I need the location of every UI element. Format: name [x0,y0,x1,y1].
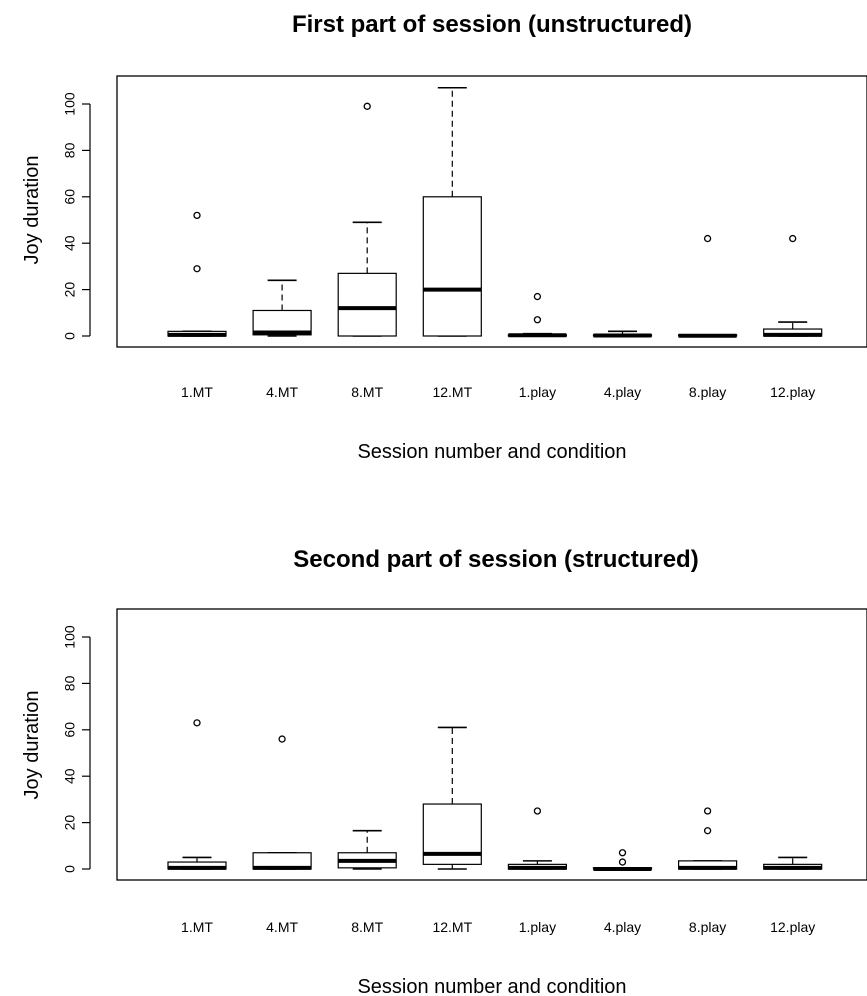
box-12.play [763,234,823,337]
y-tick-label: 100 [62,625,78,649]
y-tick-label: 40 [62,768,78,784]
y-tick-label: 0 [62,865,78,873]
y-tick-label: 0 [62,332,78,340]
x-tick-label: 12.MT [432,384,472,400]
box-8.play [677,807,738,870]
y-tick-label: 80 [62,675,78,691]
box-12.MT [422,86,482,337]
x-tick-label: 8.play [689,919,726,935]
box-4.MT [252,279,312,337]
outlier-point [193,265,201,273]
box-1.MT [167,211,227,337]
x-tick-label: 4.MT [266,384,298,400]
x-tick-label: 8.play [689,384,726,400]
box-group-second [167,719,823,871]
box-4.play [592,330,653,338]
outlier-point [193,211,201,220]
y-axis-label-first: Joy duration [21,156,43,265]
x-tick-label: 4.play [604,919,641,935]
outlier-point [533,807,542,815]
y-tick-label: 20 [62,815,78,831]
x-tick-label: 12.play [770,919,815,935]
y-tick-label: 40 [62,235,78,251]
y-tick-label: 20 [62,282,78,298]
panel-first-part: First part of session (unstructured) Joy… [21,11,867,463]
outlier-point [193,719,201,727]
x-tick-label: 4.MT [266,919,298,935]
x-tick-label: 1.MT [181,919,213,935]
x-axis-second: 1.MT 4.MT 8.MT 12.MT 1.play 4.play 8.play 12.pl… [181,919,815,935]
x-tick-label: 4.play [604,384,641,400]
box-12.MT [422,726,482,870]
y-tick-label: 100 [62,92,78,116]
x-axis-label-first: Session number and condition [357,441,626,463]
outlier-point [703,807,712,815]
y-axis-second: 0 20 40 60 80 100 [62,625,91,873]
plot-frame-first [116,75,867,348]
box-1.play [507,292,567,338]
outlier-point [533,292,542,301]
box-12.play [763,856,823,870]
y-axis-label-second: Joy duration [21,691,43,800]
x-axis-label-second: Session number and condition [357,976,626,996]
outlier-point [363,102,371,110]
outlier-point [703,234,712,243]
outlier-point [703,827,712,835]
x-tick-label: 1.MT [181,384,213,400]
box-1.MT [167,719,227,870]
box-group-first [167,86,823,338]
x-tick-label: 12.MT [432,919,472,935]
box-8.MT [337,829,397,870]
outlier-point [618,858,627,866]
outlier-point [278,735,286,743]
box-4.MT [252,735,312,870]
box-8.play [677,234,738,338]
x-tick-label: 1.play [519,919,556,935]
panel-second-part: Second part of session (structured) Joy … [21,546,867,996]
x-tick-label: 12.play [770,384,815,400]
box-iqr [422,196,482,337]
chart-title-second: Second part of session (structured) [293,546,698,573]
box-8.MT [337,102,397,337]
outlier-point [618,849,627,857]
box-4.play [592,849,653,871]
y-tick-label: 80 [62,142,78,158]
y-axis-first: 0 20 40 60 80 100 [62,92,91,340]
x-axis-first: 1.MT 4.MT 8.MT 12.MT 1.play 4.play 8.play 12.pl… [181,384,815,400]
chart-title-first: First part of session (unstructured) [292,11,692,38]
box-iqr [337,272,397,337]
y-tick-label: 60 [62,722,78,738]
outlier-point [789,234,797,243]
x-tick-label: 1.play [519,384,556,400]
x-tick-label: 8.MT [351,919,383,935]
outlier-point [533,316,542,324]
x-tick-label: 8.MT [351,384,383,400]
y-tick-label: 60 [62,189,78,205]
box-1.play [507,807,567,870]
plot-frame-second [116,608,867,881]
